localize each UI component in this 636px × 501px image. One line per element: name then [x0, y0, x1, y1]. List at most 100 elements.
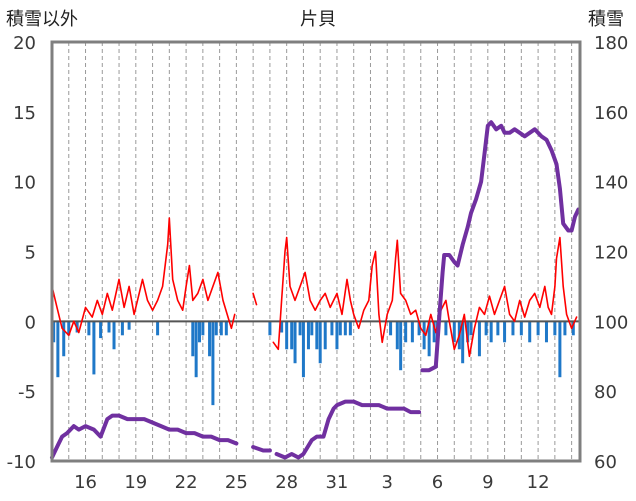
precipitation-bar — [112, 321, 116, 350]
precipitation-bar — [338, 321, 342, 336]
precipitation-bar — [219, 321, 223, 336]
precipitation-bar — [310, 321, 314, 336]
precipitation-bar — [519, 321, 523, 336]
precipitation-bar — [489, 321, 493, 343]
precipitation-bar — [208, 321, 212, 357]
precipitation-bar — [553, 321, 557, 336]
precipitation-bar — [404, 321, 408, 343]
right-tick-label: 60 — [594, 452, 617, 473]
precipitation-bars — [52, 321, 575, 406]
x-tick-label: 16 — [74, 472, 97, 493]
right-axis-label: 積雪 — [588, 9, 624, 30]
precipitation-bar — [285, 321, 289, 350]
precipitation-bar — [422, 321, 426, 350]
precipitation-bar — [343, 321, 347, 336]
precipitation-bar — [330, 321, 334, 336]
precipitation-bar — [536, 321, 540, 336]
chart-title: 片貝 — [300, 9, 336, 30]
snow-depth-line — [420, 120, 581, 373]
precipitation-bar — [224, 321, 228, 336]
precipitation-bar — [293, 321, 297, 364]
series-lines — [50, 120, 581, 460]
right-tick-label: 160 — [594, 103, 628, 124]
x-tick-label: 9 — [482, 472, 493, 493]
precipitation-bar — [92, 321, 96, 375]
precipitation-bar — [528, 321, 532, 343]
precipitation-bar — [198, 321, 202, 343]
x-tick-label: 25 — [225, 472, 248, 493]
precipitation-bar — [306, 321, 310, 350]
precipitation-bar — [211, 321, 215, 406]
precipitation-bar — [194, 321, 198, 378]
plot-frame — [50, 40, 582, 463]
precipitation-bar — [335, 321, 339, 350]
precipitation-bar — [290, 321, 294, 350]
precipitation-bar — [348, 321, 352, 336]
precipitation-bar — [120, 321, 124, 336]
precipitation-bar — [280, 321, 284, 333]
precipitation-bar — [563, 321, 567, 336]
x-tick-label: 31 — [325, 472, 348, 493]
right-tick-label: 120 — [594, 243, 628, 264]
precipitation-bar — [427, 321, 431, 357]
precipitation-bar — [558, 321, 562, 378]
right-tick-label: 180 — [594, 33, 628, 54]
x-tick-label: 28 — [275, 472, 298, 493]
precipitation-bar — [127, 321, 131, 330]
temperature-line — [272, 236, 578, 358]
precipitation-bar — [544, 321, 548, 343]
precipitation-bar — [214, 321, 218, 336]
precipitation-bar — [323, 321, 327, 350]
right-tick-label: 140 — [594, 173, 628, 194]
left-tick-label: -5 — [18, 382, 36, 403]
precipitation-bar — [62, 321, 66, 357]
precipitation-bar — [410, 321, 414, 343]
temperature-line — [51, 217, 236, 337]
snow-depth-line — [251, 445, 272, 453]
x-tick-label: 3 — [382, 472, 393, 493]
snow-depth-line — [274, 399, 422, 460]
right-tick-label: 80 — [594, 382, 617, 403]
precipitation-bar — [511, 321, 515, 336]
precipitation-bar — [301, 321, 305, 378]
precipitation-bar — [469, 321, 473, 336]
left-tick-label: -10 — [7, 452, 36, 473]
left-tick-label: 0 — [25, 312, 36, 333]
precipitation-bar — [156, 321, 160, 336]
left-tick-label: 10 — [13, 173, 36, 194]
precipitation-bar — [107, 321, 111, 333]
precipitation-bar — [571, 321, 575, 336]
precipitation-bar — [444, 321, 448, 336]
precipitation-bar — [389, 321, 393, 336]
precipitation-bar — [399, 321, 403, 371]
precipitation-bar — [99, 321, 103, 339]
precipitation-bar — [417, 321, 421, 336]
precipitation-bar — [56, 321, 60, 378]
precipitation-bar — [201, 321, 205, 336]
left-tick-label: 5 — [25, 243, 36, 264]
precipitation-bar — [315, 321, 319, 350]
chart-grid — [51, 42, 573, 461]
temperature-line — [252, 292, 258, 306]
precipitation-bar — [52, 321, 56, 343]
precipitation-bar — [503, 321, 507, 343]
precipitation-bar — [268, 321, 272, 336]
x-tick-label: 19 — [124, 472, 147, 493]
snow-depth-line — [50, 413, 239, 460]
precipitation-bar — [191, 321, 195, 357]
precipitation-bar — [484, 321, 488, 336]
left-axis-label: 積雪以外 — [6, 9, 78, 30]
precipitation-bar — [432, 321, 436, 343]
left-tick-label: 20 — [13, 33, 36, 54]
precipitation-bar — [452, 321, 456, 343]
x-tick-label: 22 — [175, 472, 198, 493]
precipitation-bar — [496, 321, 500, 336]
right-axis-ticks: 180 160 140 120 100 80 60 — [594, 33, 628, 473]
x-axis-ticks: 16 19 22 25 28 31 3 6 9 12 — [74, 472, 549, 493]
precipitation-bar — [318, 321, 322, 364]
precipitation-bar — [395, 321, 399, 350]
precipitation-bar — [87, 321, 91, 336]
left-axis-ticks: 20 15 10 5 0 -5 -10 — [7, 33, 36, 473]
x-tick-label: 12 — [527, 472, 550, 493]
